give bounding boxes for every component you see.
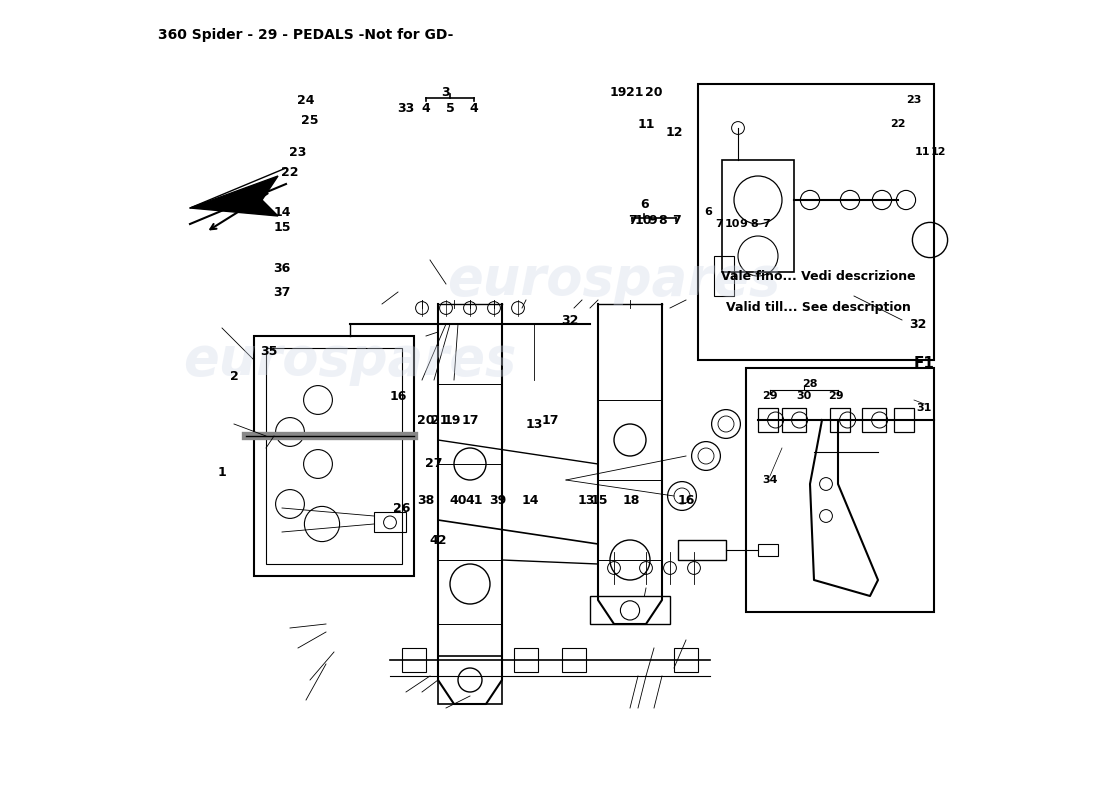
Text: 11: 11 [914,147,929,157]
Text: 17: 17 [461,414,478,426]
Bar [562,648,586,672]
Text: 14: 14 [521,494,539,506]
Text: 29: 29 [828,391,844,401]
Text: 6: 6 [704,207,713,217]
Bar [514,648,538,672]
Text: 16: 16 [389,390,407,402]
Text: 9: 9 [739,219,748,229]
Bar [714,256,734,296]
Text: 33: 33 [397,102,415,114]
Bar [830,408,850,432]
Text: 7: 7 [672,214,681,226]
Text: 10: 10 [635,214,652,226]
Text: 21: 21 [431,414,449,426]
Bar [678,540,726,560]
Text: 1: 1 [218,466,227,478]
Text: 360 Spider - 29 - PEDALS -Not for GD-: 360 Spider - 29 - PEDALS -Not for GD- [158,28,453,42]
Text: F1: F1 [913,357,934,371]
Text: Vale fino... Vedi descrizione: Vale fino... Vedi descrizione [720,270,915,282]
Text: 28: 28 [802,379,817,389]
Text: eurospares: eurospares [448,254,781,306]
Text: 24: 24 [297,94,315,106]
Text: 36: 36 [274,262,290,274]
Bar [590,596,670,624]
Text: 18: 18 [623,494,640,506]
Text: 30: 30 [796,391,812,401]
Bar [758,408,778,432]
Text: 2: 2 [230,370,239,382]
Text: 34: 34 [762,475,778,485]
Text: 9: 9 [648,214,657,226]
Text: 26: 26 [394,502,410,514]
Bar [438,656,502,704]
Text: 41: 41 [465,494,483,506]
Bar [402,648,426,672]
Text: 8: 8 [659,214,667,226]
Text: 7: 7 [716,219,724,229]
Text: 17: 17 [541,414,559,426]
Bar [698,84,934,360]
Bar [894,408,914,432]
Text: 10: 10 [725,219,740,229]
Text: 20: 20 [417,414,434,426]
Text: 20: 20 [646,86,662,98]
Text: 13: 13 [526,418,542,430]
Text: 38: 38 [417,494,434,506]
Text: 4: 4 [470,102,478,114]
Text: 15: 15 [591,494,608,506]
Text: 27: 27 [426,458,442,470]
Text: 19: 19 [609,86,627,98]
Text: 11: 11 [637,118,654,130]
Text: 16: 16 [678,494,695,506]
Text: 40: 40 [449,494,466,506]
Text: 4: 4 [421,102,430,114]
Bar [862,408,886,432]
Text: 19: 19 [443,414,461,426]
Text: 13: 13 [578,494,595,506]
Text: 21: 21 [626,86,644,98]
Text: Valid till... See description: Valid till... See description [726,302,911,314]
Bar [266,348,402,564]
Text: 7: 7 [762,219,770,229]
Bar [374,512,406,532]
Text: 23: 23 [906,95,922,105]
Text: 3: 3 [442,86,450,98]
Text: 12: 12 [666,126,683,138]
Text: 22: 22 [890,119,905,129]
Text: 8: 8 [750,219,758,229]
Text: 12: 12 [931,147,946,157]
Text: 22: 22 [282,166,299,178]
Bar [782,408,806,432]
Text: eurospares: eurospares [184,334,517,386]
Text: 32: 32 [910,318,926,330]
Text: 25: 25 [301,114,319,126]
Text: 29: 29 [762,391,778,401]
Bar [674,648,698,672]
Text: 7: 7 [628,214,637,226]
Bar [746,368,934,612]
Text: 37: 37 [273,286,290,298]
Text: 42: 42 [429,534,447,546]
Text: 15: 15 [273,222,290,234]
Text: 14: 14 [273,206,290,218]
Bar [722,160,794,272]
Text: 31: 31 [916,403,932,413]
Polygon shape [190,176,278,216]
Text: 23: 23 [289,146,307,158]
Bar [254,336,414,576]
Text: 35: 35 [260,346,277,358]
Bar [758,544,778,556]
Text: 6: 6 [640,198,649,210]
Text: 32: 32 [561,314,579,326]
Text: 5: 5 [446,102,454,114]
Text: 39: 39 [490,494,507,506]
